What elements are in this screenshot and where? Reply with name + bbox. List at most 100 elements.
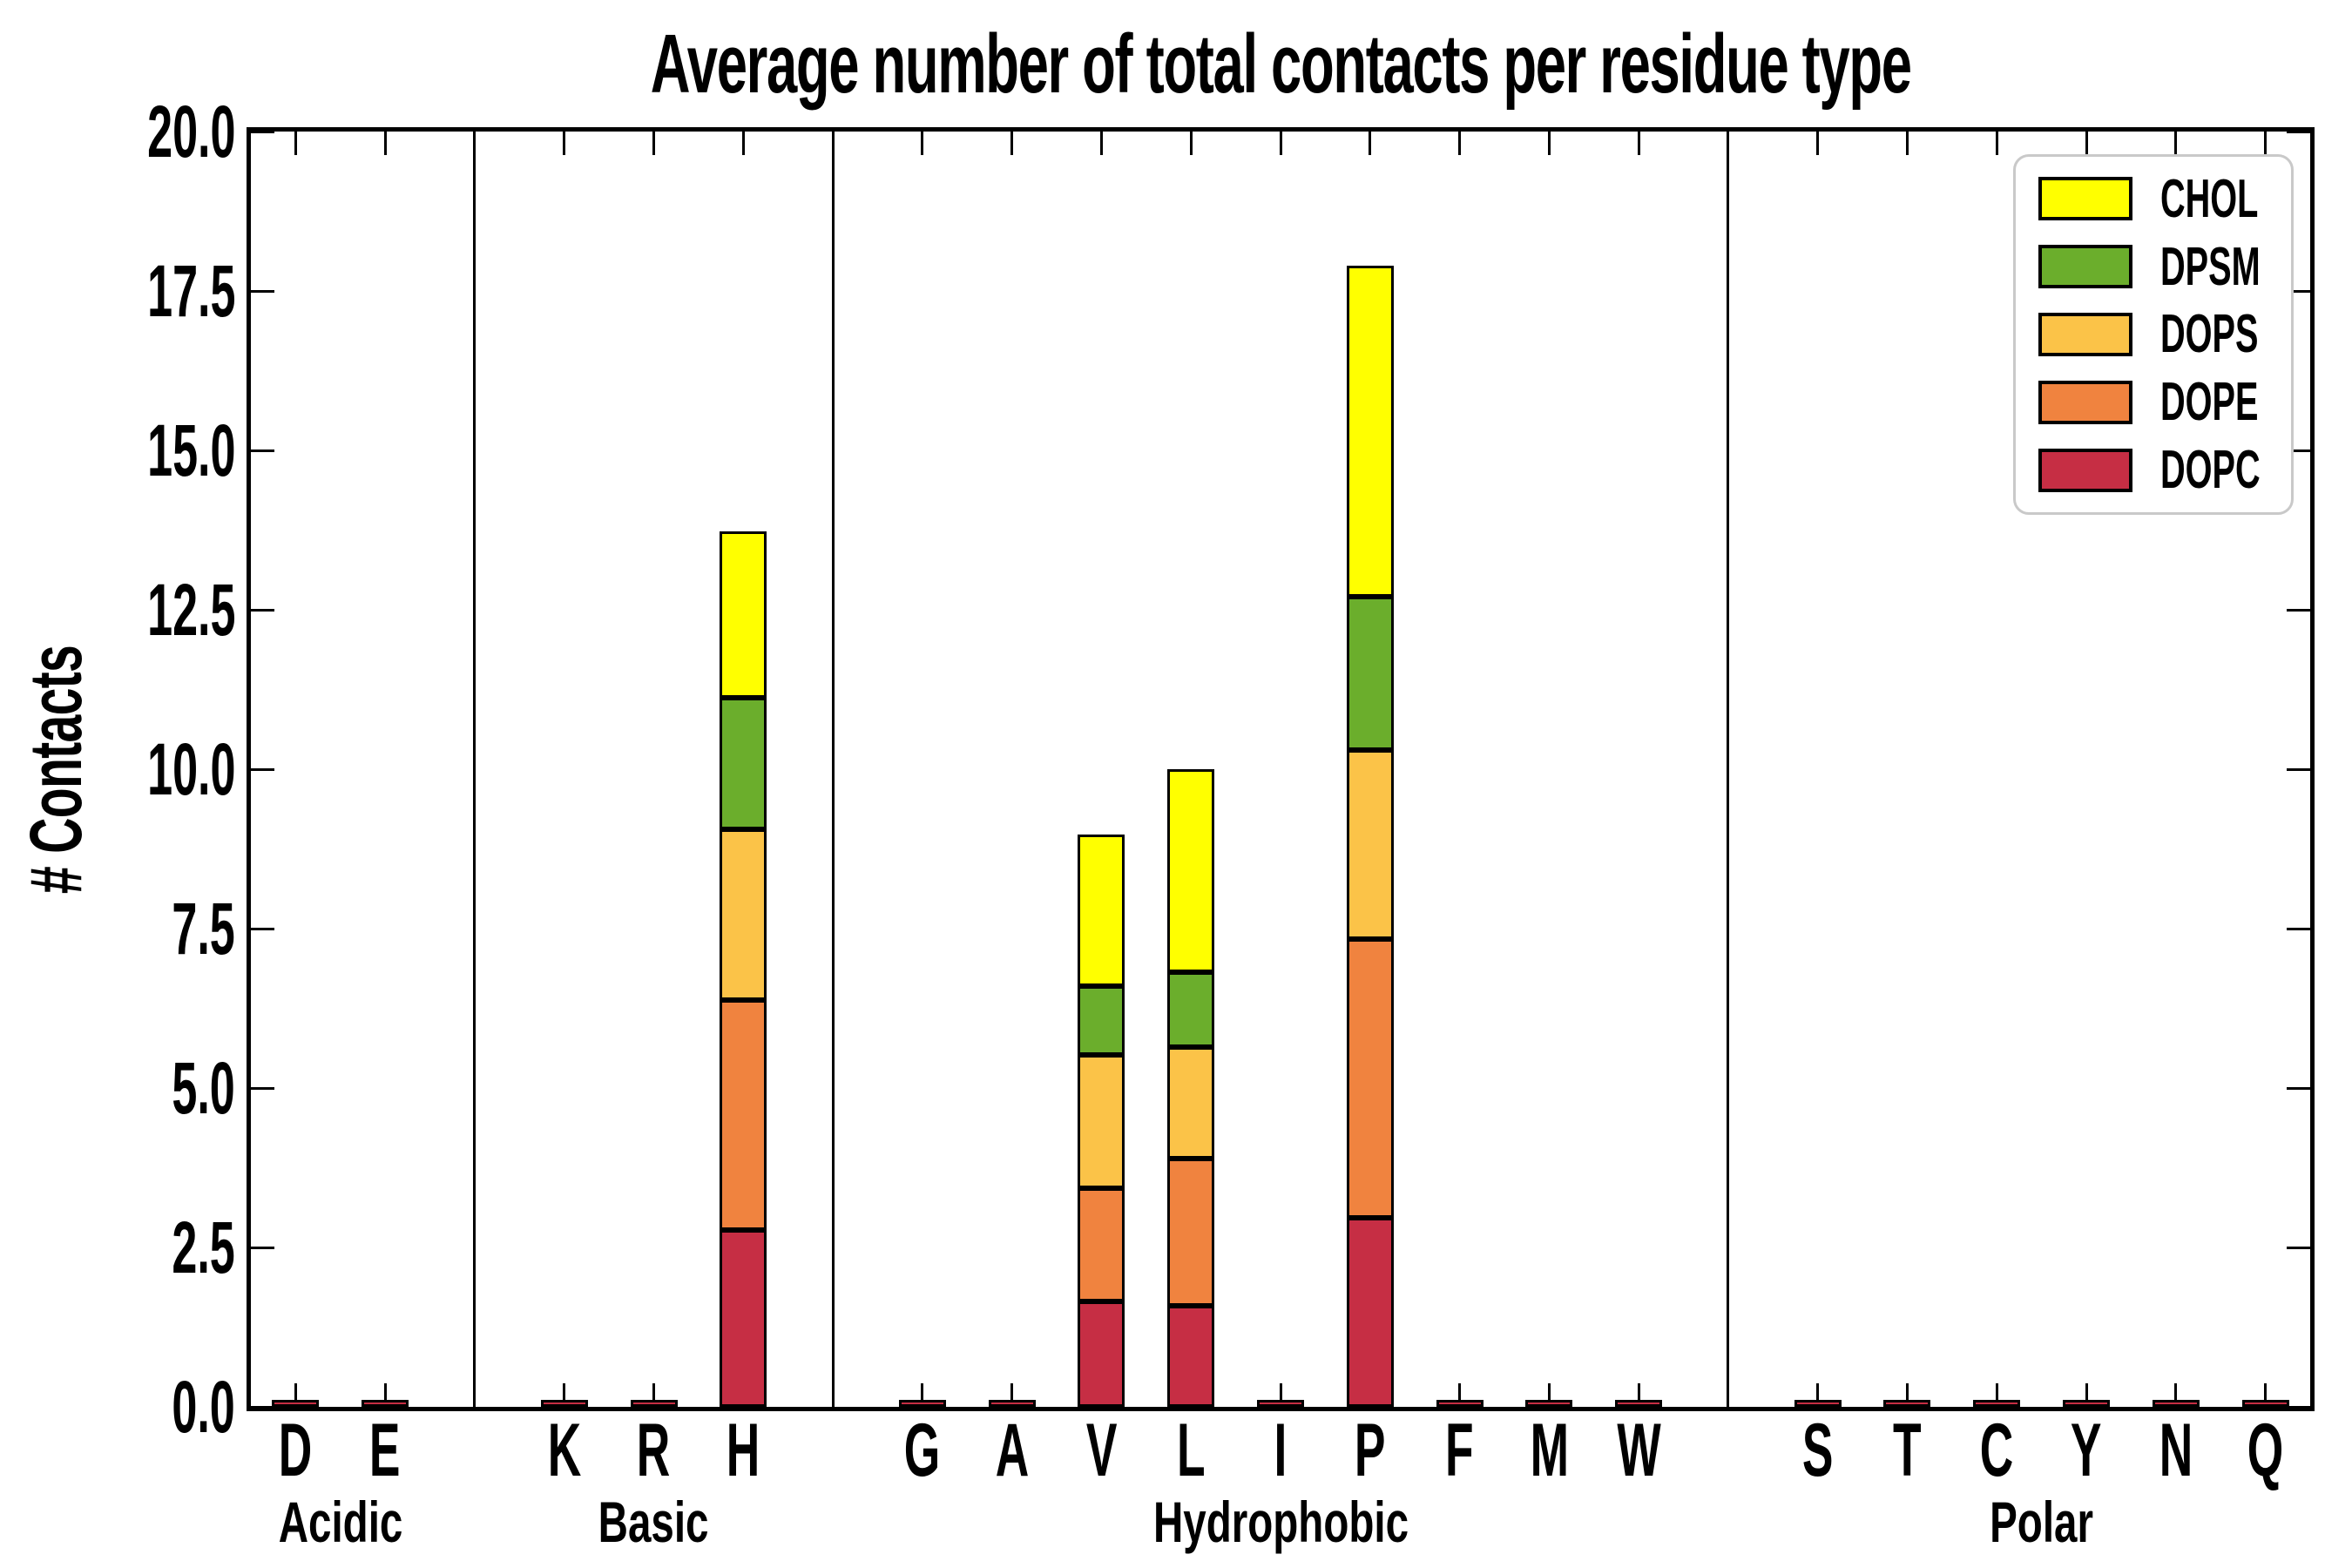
x-tick-bottom-T — [1905, 1383, 1909, 1407]
bar-segment-V-DOPC — [1078, 1301, 1125, 1407]
legend-label-DOPE: DOPE — [2160, 371, 2314, 433]
x-tick-bottom-E — [383, 1383, 387, 1407]
x-tick-label-N: N — [2106, 1409, 2246, 1492]
x-tick-label-text-G: G — [904, 1408, 941, 1492]
x-tick-bottom-Y — [2085, 1383, 2088, 1407]
bar-segment-G-DOPC — [898, 1400, 946, 1407]
x-tick-bottom-W — [1637, 1383, 1640, 1407]
x-tick-bottom-C — [1995, 1383, 1998, 1407]
x-tick-top-K — [563, 132, 566, 155]
bar-segment-L-CHOL — [1167, 769, 1215, 972]
y-tick-label-15.0: 15.0 — [26, 409, 235, 491]
y-tick-left-7.5 — [251, 927, 274, 930]
x-tick-label-text-I: I — [1274, 1408, 1288, 1492]
x-tick-bottom-G — [921, 1383, 924, 1407]
legend-item-DOPE: DOPE — [2038, 371, 2291, 433]
x-tick-label-W: W — [1569, 1409, 1708, 1492]
group-label-Acidic: Acidic — [97, 1490, 585, 1554]
x-tick-top-W — [1637, 132, 1640, 155]
x-tick-top-Q — [2264, 132, 2268, 155]
x-tick-top-E — [383, 132, 387, 155]
legend-label-text-CHOL: CHOL — [2160, 168, 2259, 229]
bar-segment-A-DOPC — [988, 1400, 1036, 1407]
x-tick-label-M: M — [1479, 1409, 1619, 1492]
y-tick-right-20.0 — [2287, 130, 2310, 133]
x-tick-label-Y: Y — [2017, 1409, 2156, 1492]
legend-label-DOPS: DOPS — [2160, 303, 2314, 365]
y-tick-label-text-7.5: 7.5 — [172, 887, 235, 970]
legend: CHOL DPSM DOPS DOPE DOPC — [2013, 154, 2294, 515]
x-tick-label-H: H — [673, 1409, 813, 1492]
x-tick-bottom-M — [1547, 1383, 1551, 1407]
y-tick-right-10.0 — [2287, 767, 2310, 771]
bar-segment-V-DOPS — [1078, 1054, 1125, 1188]
bar-segment-L-DOPE — [1167, 1159, 1215, 1307]
group-label-text-Polar: Polar — [1990, 1490, 2094, 1554]
y-tick-left-0.0 — [251, 1405, 274, 1409]
x-tick-bottom-Q — [2264, 1383, 2268, 1407]
y-tick-label-text-12.5: 12.5 — [146, 568, 235, 651]
x-tick-bottom-I — [1279, 1383, 1282, 1407]
y-tick-label-text-5.0: 5.0 — [172, 1046, 235, 1129]
legend-swatch-DOPC — [2038, 448, 2132, 492]
y-tick-right-15.0 — [2287, 449, 2310, 452]
y-tick-left-5.0 — [251, 1086, 274, 1090]
bar-segment-P-DPSM — [1346, 596, 1394, 751]
x-tick-top-L — [1189, 132, 1193, 155]
x-tick-top-C — [1995, 132, 1998, 155]
legend-label-text-DOPE: DOPE — [2160, 372, 2259, 433]
y-tick-left-17.5 — [251, 289, 274, 293]
x-tick-bottom-D — [294, 1383, 297, 1407]
y-tick-right-5.0 — [2287, 1086, 2310, 1090]
bar-segment-N-DOPC — [2152, 1400, 2200, 1407]
x-tick-bottom-N — [2174, 1383, 2178, 1407]
x-tick-top-T — [1905, 132, 1909, 155]
x-tick-label-text-S: S — [1801, 1408, 1834, 1492]
legend-item-DOPS: DOPS — [2038, 303, 2291, 365]
bar-segment-P-DOPS — [1346, 750, 1394, 940]
bar-segment-V-DOPE — [1078, 1187, 1125, 1302]
x-tick-label-text-R: R — [637, 1408, 671, 1492]
y-tick-label-text-2.5: 2.5 — [172, 1206, 235, 1288]
bar-segment-L-DPSM — [1167, 971, 1215, 1048]
y-tick-left-2.5 — [251, 1246, 274, 1249]
x-tick-top-N — [2174, 132, 2178, 155]
bar-segment-H-CHOL — [720, 531, 767, 699]
bar-segment-Y-DOPC — [2063, 1400, 2111, 1407]
bar-segment-V-DPSM — [1078, 985, 1125, 1055]
x-tick-label-text-Y: Y — [2071, 1408, 2102, 1492]
bar-segment-I-DOPC — [1257, 1400, 1304, 1407]
x-tick-top-I — [1279, 132, 1282, 155]
bar-segment-Q-DOPC — [2241, 1400, 2289, 1407]
y-tick-label-text-17.5: 17.5 — [146, 249, 235, 332]
x-tick-label-text-W: W — [1616, 1408, 1661, 1492]
x-tick-label-text-V: V — [1085, 1408, 1118, 1492]
legend-label-CHOL: CHOL — [2160, 168, 2314, 230]
group-divider-line — [831, 132, 835, 1407]
bar-segment-E-DOPC — [362, 1400, 409, 1407]
bar-segment-H-DPSM — [720, 698, 767, 829]
bar-segment-L-DOPC — [1167, 1306, 1215, 1407]
y-tick-label-7.5: 7.5 — [26, 887, 235, 970]
legend-label-DPSM: DPSM — [2160, 236, 2316, 298]
x-tick-label-text-E: E — [369, 1408, 401, 1492]
x-tick-top-G — [921, 132, 924, 155]
bar-segment-S-DOPC — [1794, 1400, 1842, 1407]
x-tick-label-L: L — [1121, 1409, 1260, 1492]
x-tick-top-M — [1547, 132, 1551, 155]
x-tick-top-V — [1099, 132, 1103, 155]
chart-title: Average number of total contacts per res… — [247, 14, 2315, 115]
y-tick-left-20.0 — [251, 130, 274, 133]
x-tick-top-F — [1458, 132, 1462, 155]
bar-segment-M-DOPC — [1525, 1400, 1573, 1407]
x-tick-label-text-M: M — [1530, 1408, 1569, 1492]
x-tick-bottom-R — [652, 1383, 656, 1407]
bar-segment-H-DOPC — [720, 1229, 767, 1407]
x-tick-top-S — [1816, 132, 1820, 155]
group-label-text-Acidic: Acidic — [278, 1490, 403, 1554]
y-tick-label-2.5: 2.5 — [26, 1206, 235, 1288]
group-divider-line — [1727, 132, 1730, 1407]
x-tick-label-text-A: A — [995, 1408, 1029, 1492]
group-divider-line — [473, 132, 476, 1407]
y-tick-label-text-20.0: 20.0 — [146, 90, 235, 172]
